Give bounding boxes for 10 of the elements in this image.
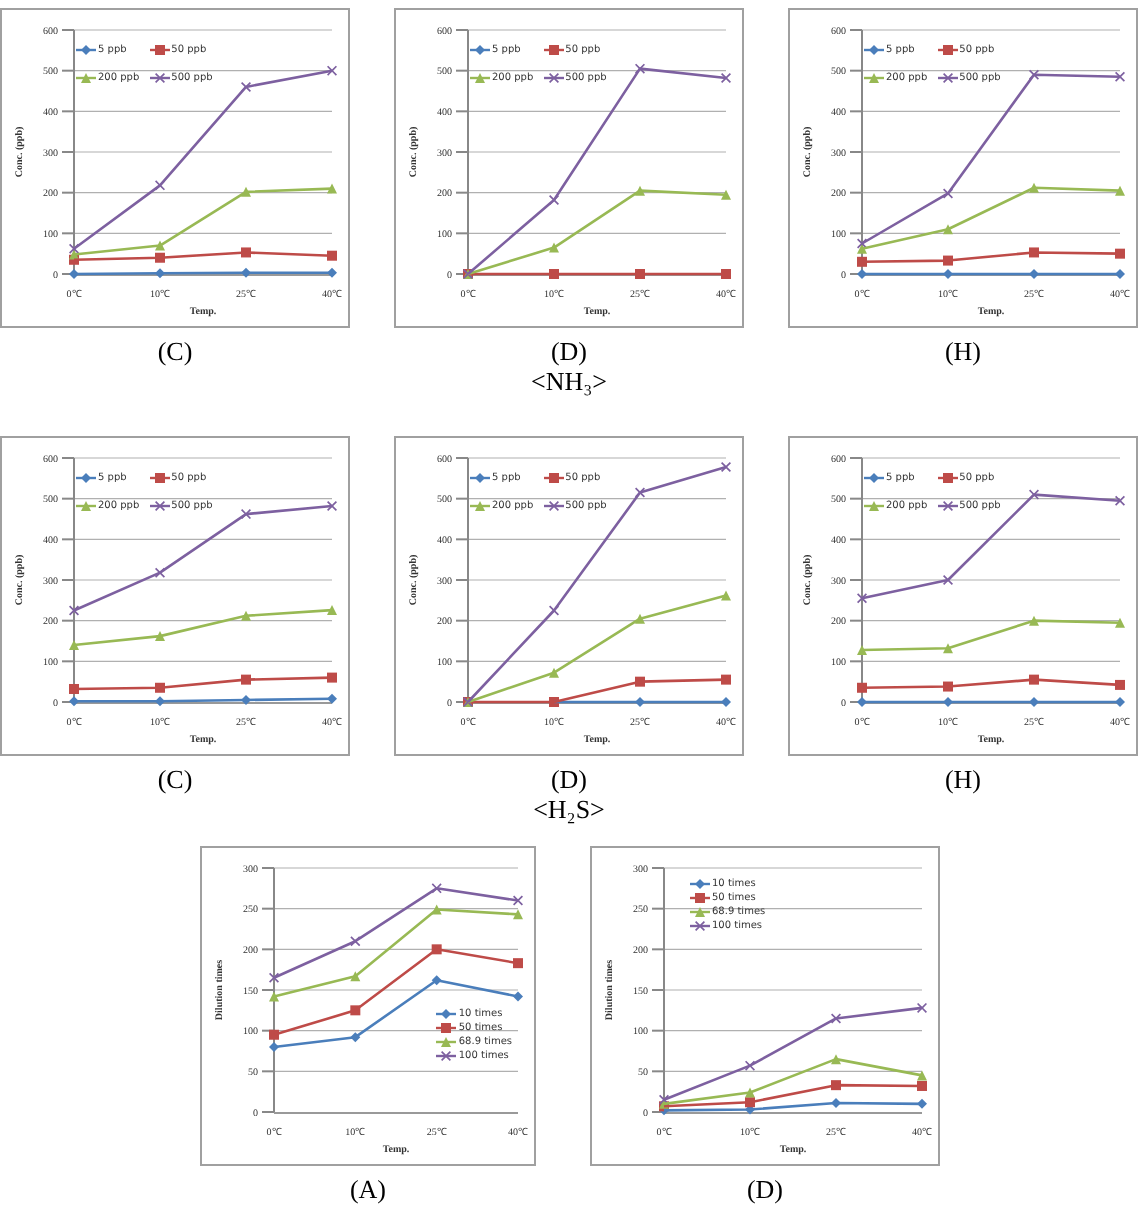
text: (H)	[942, 764, 984, 794]
text: (A)	[347, 1174, 389, 1204]
text: <NH₃>	[529, 366, 609, 396]
text: (C)	[155, 336, 195, 366]
text: (H)	[942, 336, 984, 366]
text: (C)	[155, 764, 195, 794]
text: (D)	[548, 336, 590, 366]
text: (D)	[744, 1174, 786, 1204]
text: (D)	[548, 764, 590, 794]
text: <H₂S>	[531, 794, 607, 824]
